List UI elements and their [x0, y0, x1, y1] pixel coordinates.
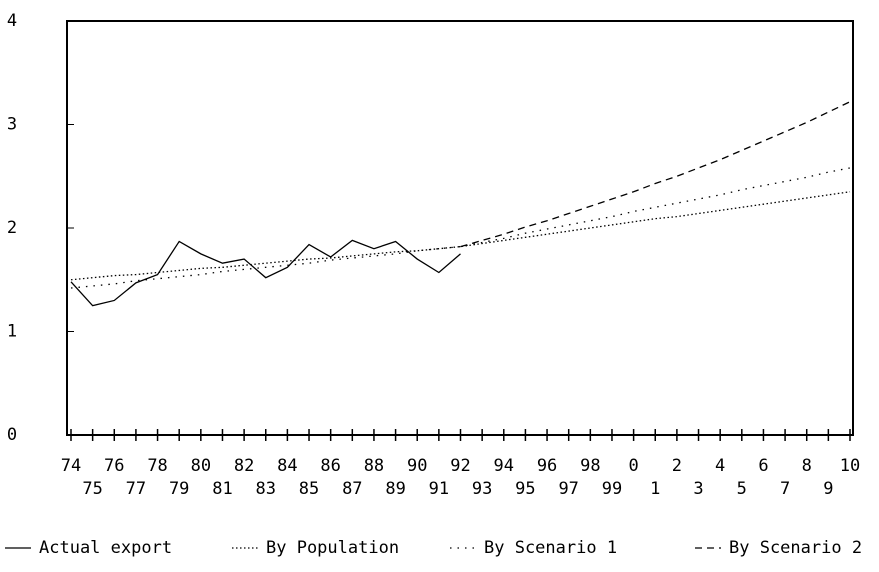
x-tick-label: 3 — [693, 479, 703, 499]
x-tick-label: 92 — [450, 456, 470, 476]
x-tick-label: 74 — [61, 456, 81, 476]
x-tick-label: 98 — [580, 456, 600, 476]
x-tick-label: 93 — [472, 479, 492, 499]
x-tick-label: 77 — [126, 479, 146, 499]
x-tick-label: 81 — [212, 479, 232, 499]
x-tick-label: 87 — [342, 479, 362, 499]
x-tick-label: 88 — [364, 456, 384, 476]
x-tick-label: 5 — [737, 479, 747, 499]
legend-label: By Scenario 1 — [484, 538, 617, 558]
x-tick-label: 95 — [515, 479, 535, 499]
legend-label: By Scenario 2 — [729, 538, 862, 558]
legend-label: By Population — [266, 538, 399, 558]
x-tick-label: 89 — [385, 479, 405, 499]
series-line — [460, 101, 851, 248]
y-tick-label: 2 — [7, 218, 17, 238]
x-tick-label: 75 — [82, 479, 102, 499]
x-tick-label: 85 — [299, 479, 319, 499]
x-tick-label: 10 — [840, 456, 860, 476]
plot-frame — [66, 20, 854, 436]
x-tick-label: 96 — [537, 456, 557, 476]
series-line — [70, 239, 461, 307]
x-tick-label: 83 — [256, 479, 276, 499]
x-tick-label: 91 — [429, 479, 449, 499]
x-tick-label: 8 — [802, 456, 812, 476]
x-tick-label: 7 — [780, 479, 790, 499]
x-tick-label: 79 — [169, 479, 189, 499]
x-tick-label: 2 — [672, 456, 682, 476]
x-tick-label: 4 — [715, 456, 725, 476]
y-tick-label: 3 — [7, 115, 17, 135]
y-tick-label: 1 — [7, 322, 17, 342]
x-tick-label: 99 — [602, 479, 622, 499]
x-tick-label: 97 — [558, 479, 578, 499]
x-tick-label: 0 — [628, 456, 638, 476]
x-tick-label: 76 — [104, 456, 124, 476]
x-tick-label: 86 — [320, 456, 340, 476]
x-tick-label: 94 — [494, 456, 514, 476]
y-tick-label: 0 — [7, 425, 17, 445]
x-tick-label: 82 — [234, 456, 254, 476]
x-tick-label: 90 — [407, 456, 427, 476]
y-tick-label: 4 — [7, 11, 17, 31]
x-tick-label: 84 — [277, 456, 297, 476]
x-tick-label: 80 — [191, 456, 211, 476]
x-tick-label: 1 — [650, 479, 660, 499]
x-tick-label: 9 — [823, 479, 833, 499]
series-line — [70, 191, 851, 281]
x-tick-label: 78 — [147, 456, 167, 476]
x-tick-label: 6 — [758, 456, 768, 476]
legend-label: Actual export — [39, 538, 172, 558]
